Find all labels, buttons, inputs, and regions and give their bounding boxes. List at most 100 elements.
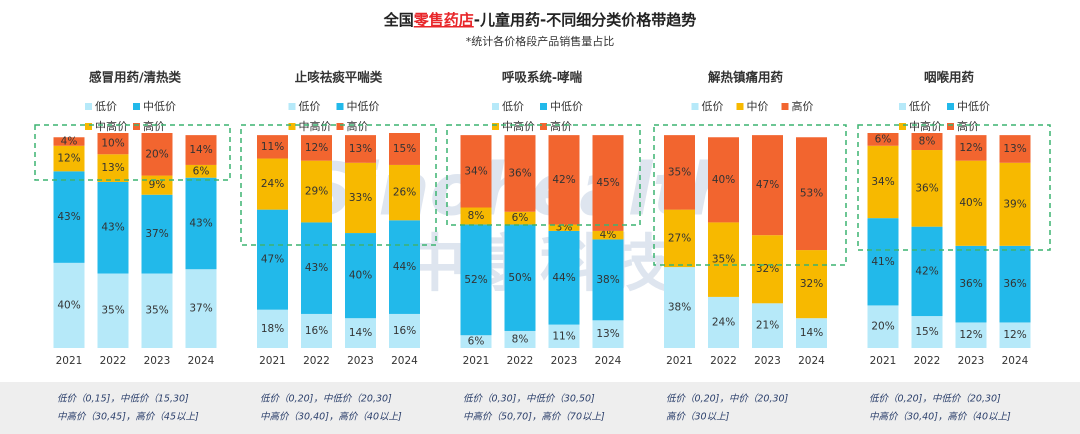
value-label: 52% [464, 274, 487, 286]
value-label: 53% [800, 188, 823, 200]
value-label: 11% [261, 141, 284, 153]
bar-segment [664, 209, 695, 268]
value-label: 35% [668, 166, 691, 178]
x-tick-label: 2024 [595, 355, 622, 367]
legend-label: 中高价 [502, 119, 535, 133]
bar-segment [867, 305, 899, 348]
legend-swatch [899, 123, 906, 130]
value-label: 43% [57, 211, 80, 223]
value-label: 35% [101, 305, 124, 317]
value-label: 50% [508, 272, 531, 284]
value-label: 27% [668, 232, 691, 244]
bar-segment [592, 320, 624, 348]
legend-swatch [540, 123, 547, 130]
legend-label: 中低价 [347, 100, 380, 113]
value-label: 44% [552, 272, 575, 284]
bar-segment [185, 177, 217, 270]
legend-swatch [947, 103, 954, 110]
value-label: 13% [596, 328, 619, 340]
bar-segment [592, 239, 624, 321]
title-part: -儿童用药-不同细分类价格带趋势 [474, 11, 696, 29]
chart-title: 呼吸系统-哮喘 [502, 70, 583, 85]
note: 中高价（30,40]，高价（40以上] [260, 411, 402, 423]
value-label: 33% [349, 192, 372, 204]
bar-segment [752, 135, 783, 236]
x-tick-label: 2023 [347, 355, 374, 367]
value-label: 14% [189, 144, 212, 156]
value-label: 11% [552, 330, 575, 342]
bar-segment [796, 137, 827, 251]
bar-segment [53, 145, 85, 172]
value-label: 12% [959, 329, 982, 341]
value-label: 40% [959, 197, 982, 209]
legend-swatch [133, 123, 140, 130]
x-tick-label: 2022 [100, 355, 127, 367]
title-part: 零售药店 [413, 11, 474, 29]
x-tick-label: 2021 [56, 355, 83, 367]
bar-segment [97, 273, 129, 348]
bar-segment [257, 158, 288, 210]
bar-segment [999, 322, 1031, 348]
bar-segment [257, 135, 288, 159]
legend-label: 高价 [957, 119, 979, 133]
bar-segment [257, 209, 288, 310]
note: 中高价（50,70]，高价（70以上] [463, 411, 605, 423]
legend-label: 中价 [747, 100, 769, 113]
chart-title: 咽喉用药 [924, 70, 975, 85]
bar-segment [389, 220, 420, 314]
note: 低价（0,20]，中低价（20,30] [260, 393, 392, 405]
x-tick-label: 2023 [958, 355, 985, 367]
x-tick-label: 2023 [754, 355, 781, 367]
value-label: 6% [193, 165, 210, 177]
legend-swatch [947, 123, 954, 130]
bar-segment [867, 145, 899, 219]
bar-segment [389, 133, 420, 165]
value-label: 20% [145, 148, 168, 160]
legend-label: 中低价 [143, 100, 176, 113]
legend-label: 高价 [143, 119, 165, 133]
value-label: 16% [393, 325, 416, 337]
legend-label: 中高价 [95, 119, 128, 133]
value-label: 12% [57, 153, 80, 165]
value-label: 45% [596, 177, 619, 189]
x-tick-label: 2021 [259, 355, 286, 367]
value-label: 37% [145, 228, 168, 240]
value-label: 38% [668, 302, 691, 314]
legend-label: 高价 [347, 119, 369, 133]
legend-label: 中高价 [299, 119, 332, 133]
chart-title: 止咳祛痰平喘类 [295, 70, 383, 85]
value-label: 8% [512, 333, 529, 345]
value-label: 24% [712, 316, 735, 328]
x-tick-label: 2024 [391, 355, 418, 367]
value-label: 4% [600, 229, 617, 241]
bar-segment [389, 164, 420, 221]
bar-segment [141, 133, 173, 176]
note: 高价（30以上] [666, 411, 730, 423]
value-label: 14% [800, 327, 823, 339]
bar-segment [185, 164, 217, 178]
bar-segment [53, 137, 85, 146]
bar-segment [955, 135, 987, 161]
watermark: 中康科技 [404, 227, 676, 300]
x-tick-label: 2023 [144, 355, 171, 367]
value-label: 32% [756, 263, 779, 275]
bar-segment [752, 235, 783, 304]
value-label: 43% [101, 222, 124, 234]
bar-segment [548, 230, 580, 325]
legend-label: 低价 [909, 100, 931, 113]
x-tick-label: 2022 [710, 355, 737, 367]
legend-label: 高价 [550, 119, 572, 133]
bar-segment [999, 162, 1031, 246]
bar-segment [53, 171, 85, 263]
value-label: 39% [1003, 198, 1026, 210]
bar-segment [955, 322, 987, 348]
note: 中高价（30,40]，高价（40以上] [869, 411, 1011, 423]
value-label: 18% [261, 323, 284, 335]
bar-segment [460, 207, 492, 225]
legend-label: 中低价 [957, 100, 990, 113]
notes-band [0, 382, 1080, 434]
highlight-box [857, 124, 1051, 251]
value-label: 35% [712, 254, 735, 266]
value-label: 35% [145, 305, 168, 317]
